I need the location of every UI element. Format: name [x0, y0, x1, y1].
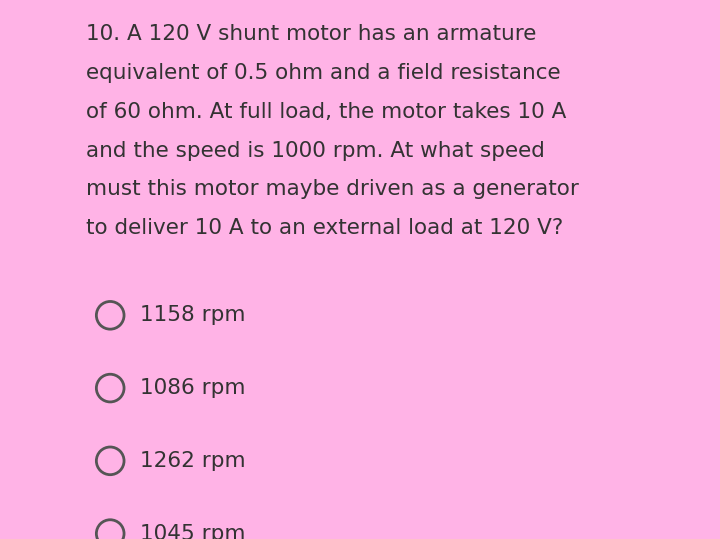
Text: 1086 rpm: 1086 rpm — [140, 378, 246, 398]
Text: and the speed is 1000 rpm. At what speed: and the speed is 1000 rpm. At what speed — [86, 141, 545, 161]
Text: must this motor maybe driven as a generator: must this motor maybe driven as a genera… — [86, 179, 579, 199]
Text: 1158 rpm: 1158 rpm — [140, 305, 246, 326]
Text: to deliver 10 A to an external load at 120 V?: to deliver 10 A to an external load at 1… — [86, 218, 563, 238]
Text: equivalent of 0.5 ohm and a field resistance: equivalent of 0.5 ohm and a field resist… — [86, 63, 561, 83]
Text: 10. A 120 V shunt motor has an armature: 10. A 120 V shunt motor has an armature — [86, 24, 536, 44]
Text: 1262 rpm: 1262 rpm — [140, 451, 246, 471]
Text: of 60 ohm. At full load, the motor takes 10 A: of 60 ohm. At full load, the motor takes… — [86, 102, 567, 122]
Text: 1045 rpm: 1045 rpm — [140, 523, 246, 539]
